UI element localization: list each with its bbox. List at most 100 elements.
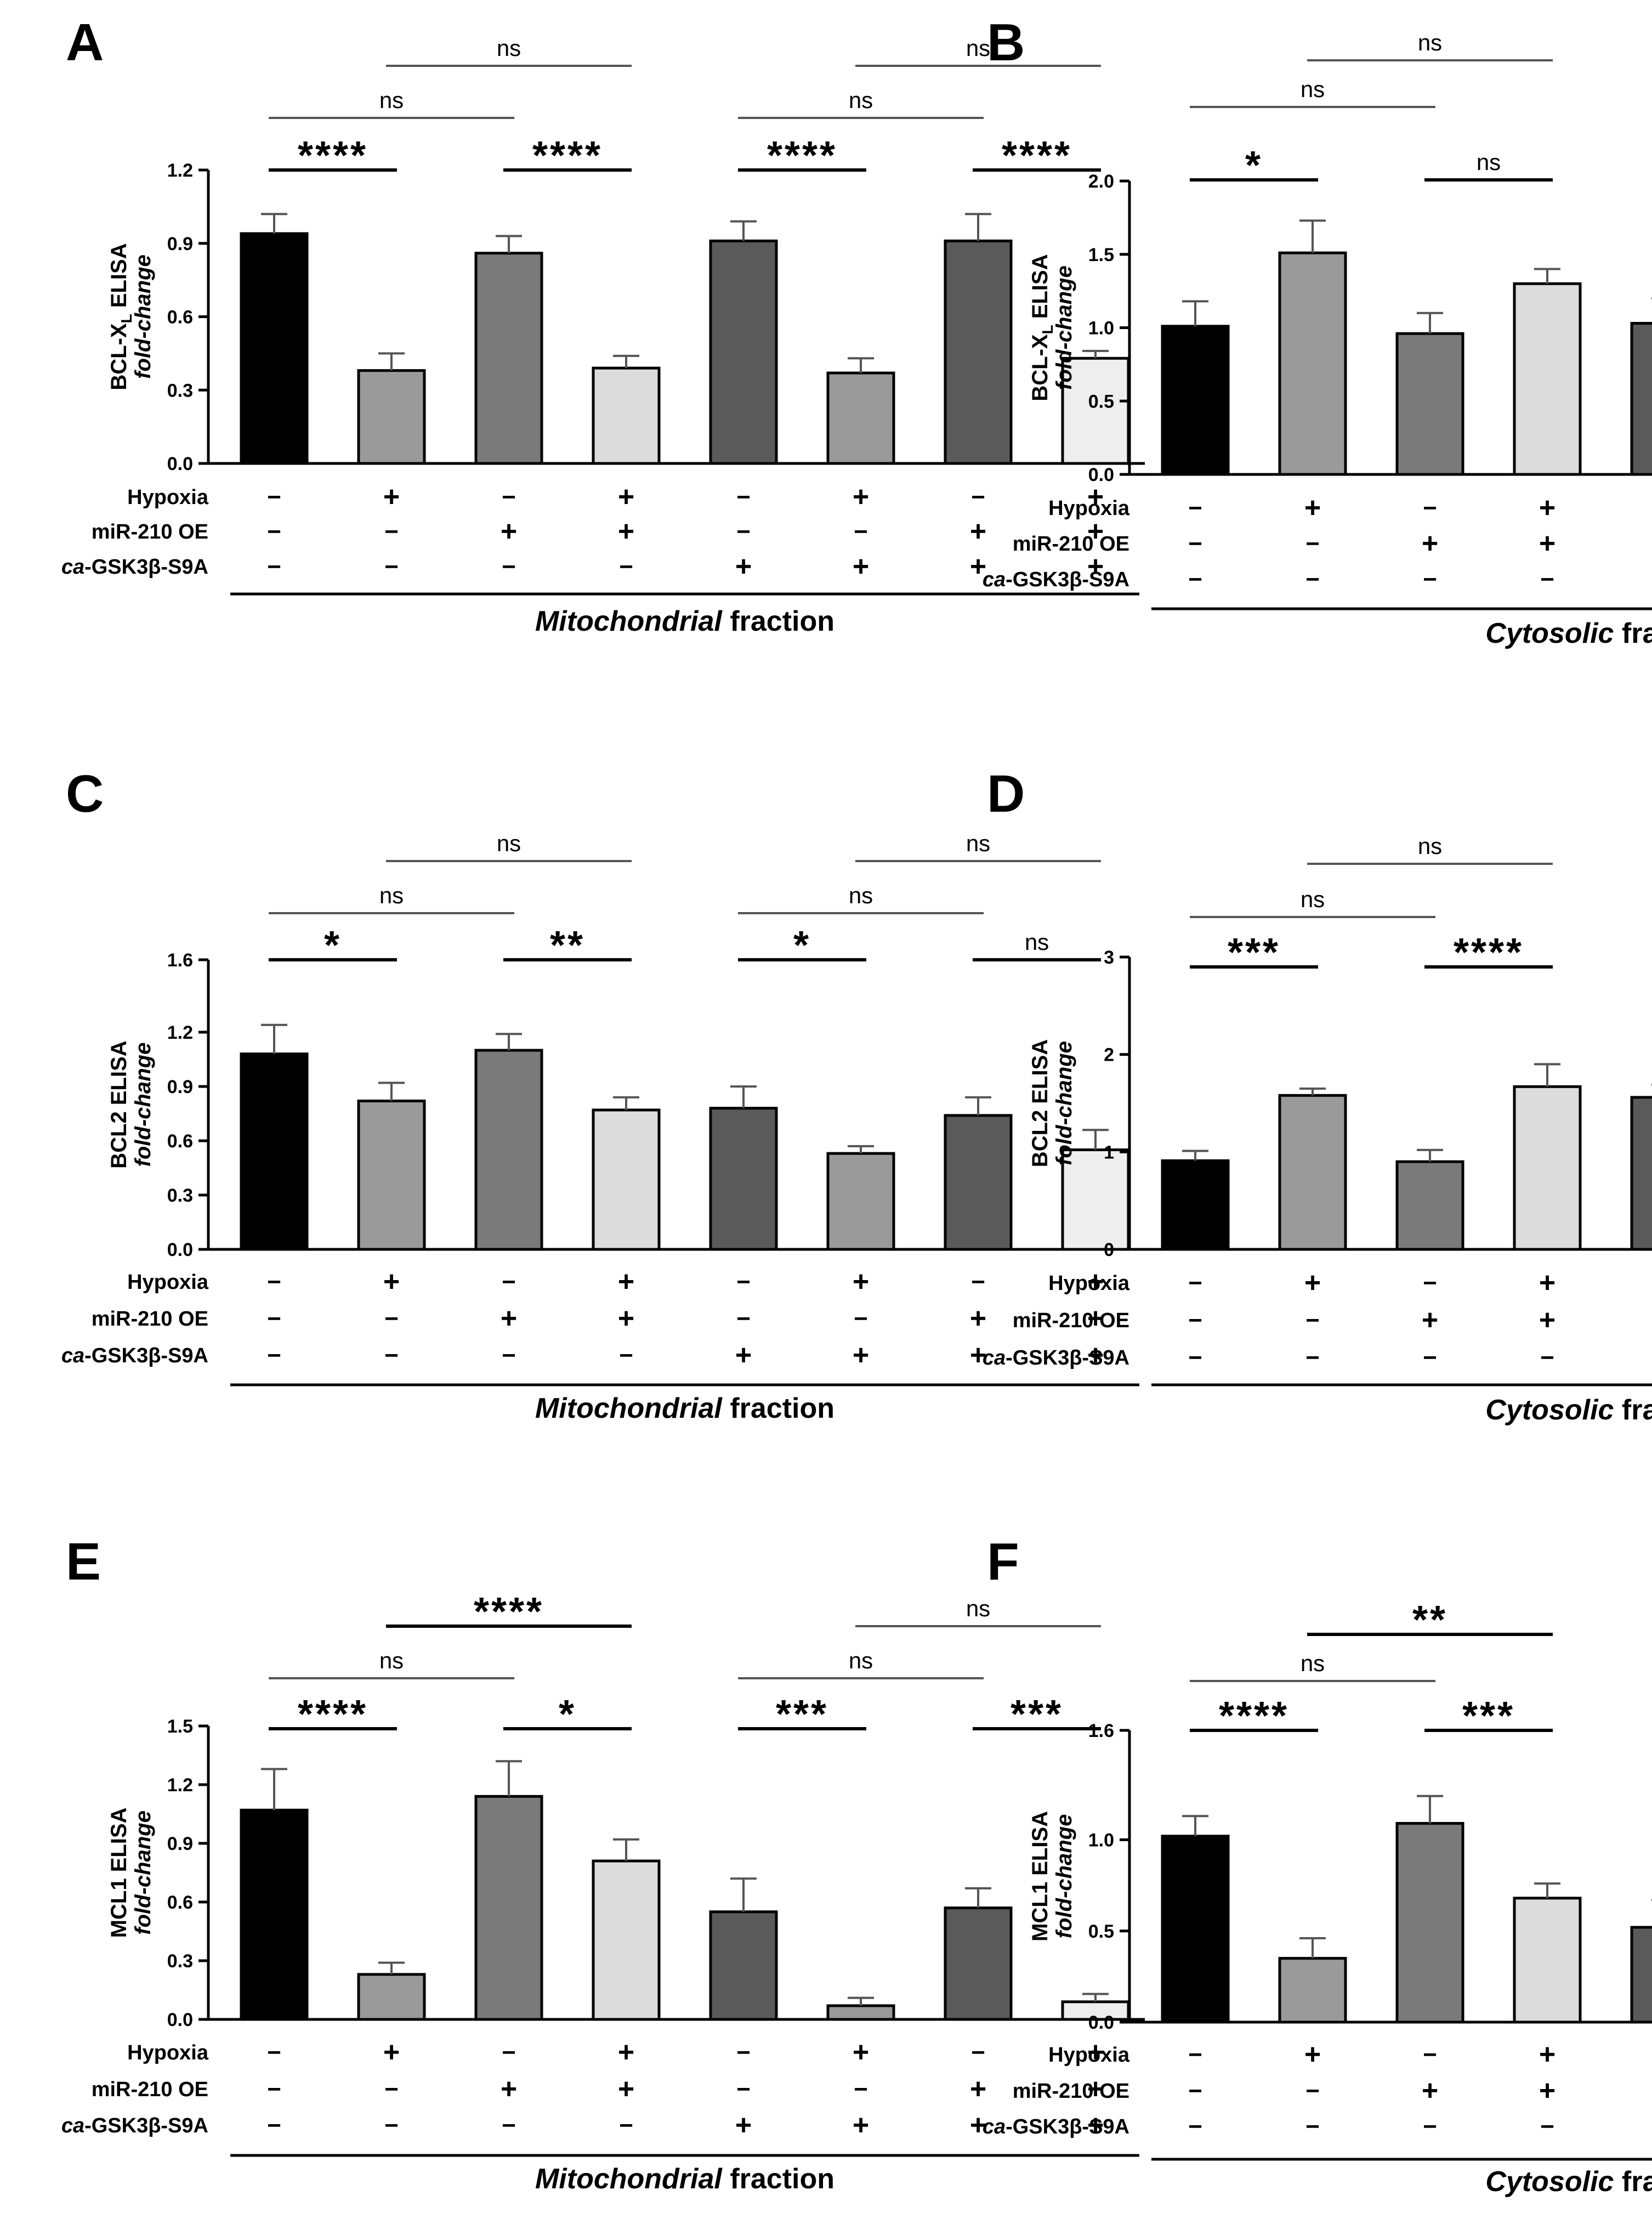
condition-sign: − [1423,2041,1437,2068]
condition-sign: − [1423,2113,1437,2140]
bar [1630,321,1652,476]
condition-sign: − [736,1269,751,1295]
bar [1513,282,1582,476]
condition-sign: − [1305,2078,1320,2104]
condition-sign: − [854,2076,868,2103]
significance-label: ns [849,882,873,908]
y-label-tail: ELISA [1028,254,1052,325]
bar [1278,1094,1347,1251]
fraction-plain: fraction [730,605,834,637]
significance-label: ns [1418,30,1442,55]
condition-sign: + [1539,492,1556,524]
condition-sign: − [384,2076,399,2103]
bar [474,1049,543,1251]
significance-label: * [559,1693,576,1736]
condition-sign: + [1539,528,1556,559]
ca-prefix: ca [983,1346,1006,1369]
bar [709,1107,778,1251]
bar [944,239,1013,465]
significance-label: ns [849,87,873,113]
condition-sign: − [1188,495,1202,522]
condition-sign: − [736,518,751,545]
gsk-suffix: -GSK3β-S9A [1006,1346,1129,1369]
y-label-main: MCL1 ELISA [1028,1811,1052,1942]
significance-label: **** [298,134,368,178]
y-tick-label: 0.0 [1088,465,1114,485]
condition-row-label: Hypoxia [1048,2044,1130,2067]
y-tick-label: 1.6 [1088,1720,1114,1741]
condition-sign: + [853,1339,869,1371]
bar [826,2004,895,2021]
fraction-space [722,605,730,637]
y-tick-label: 0.6 [167,1131,193,1152]
y-tick-label: 0.0 [167,2010,193,2030]
significance-label: ns [379,882,404,908]
y-tick-label: 2.0 [1088,171,1114,192]
y-tick-label: 1.2 [167,1022,193,1043]
y-tick-label: 0.3 [167,1951,193,1972]
fraction-plain: fraction [1622,2166,1652,2198]
y-tick-label: 1 [1104,1142,1114,1163]
ca-prefix: ca [61,556,84,579]
bar [1513,1085,1582,1251]
y-tick-label: 1.0 [1088,318,1114,339]
y-axis-label: BCL2 ELISA [107,1040,131,1168]
condition-row-label: ca-GSK3β-S9A [61,556,208,579]
y-tick-label: 0.9 [167,1077,193,1097]
condition-row-label: Hypoxia [127,2041,209,2064]
y-tick-label: 0.9 [167,234,193,254]
condition-sign: + [1087,2073,1104,2105]
condition-sign: − [1188,2113,1202,2140]
y-tick-label: 1.5 [167,1716,193,1737]
fraction-plain: fraction [1622,1394,1652,1426]
significance-label: * [793,924,811,967]
fraction-space [722,1393,730,1424]
bar [709,239,778,465]
condition-sign: + [970,1303,986,1334]
condition-sign: + [735,1339,752,1371]
fraction-label: Cytosolic fraction [1485,1394,1652,1426]
condition-sign: − [1188,2041,1202,2068]
condition-row-label: miR-210 OE [1013,2080,1129,2103]
significance-label: **** [767,134,837,178]
condition-sign: − [384,518,399,545]
panel-b: B 0.0 0.5 1.0 1.5 2.0 BCL-XL ELISA fold-change *… [983,13,1652,649]
significance-label: * [324,924,342,967]
condition-sign: + [970,516,986,547]
condition-sign: + [970,1339,986,1371]
condition-sign: + [1087,2036,1104,2068]
bar [240,1808,309,2021]
condition-sign: + [853,1266,869,1298]
gsk-suffix: -GSK3β-S9A [84,2114,208,2137]
bar [944,1906,1013,2021]
y-label-main: BCL2 ELISA [107,1040,131,1168]
condition-sign: − [502,2039,516,2066]
fraction-space [1614,1394,1621,1426]
condition-sign: − [1423,1270,1437,1297]
bar [709,1910,778,2021]
significance-label: ns [1025,929,1049,955]
significance-label: ns [1301,1650,1325,1676]
significance-label: ns [1301,76,1325,102]
y-axis-sublabel: fold-change [131,1810,155,1935]
bar [1513,1897,1582,2024]
condition-sign: − [736,2076,751,2103]
condition-row-label: ca-GSK3β-S9A [983,2115,1129,2138]
fraction-italic: Mitochondrial [535,605,723,637]
significance-label: ns [379,87,404,113]
condition-sign: + [1087,1266,1104,1298]
condition-sign: − [267,2112,281,2139]
condition-sign: + [618,1303,634,1334]
significance-label: *** [776,1693,828,1736]
fraction-label: Cytosolic fraction [1485,2166,1652,2198]
significance-label: **** [298,1693,368,1736]
condition-sign: − [971,1269,985,1295]
fraction-italic: Mitochondrial [535,2163,723,2195]
condition-sign: − [1188,566,1202,593]
significance-label: **** [1454,931,1524,975]
y-axis-sublabel: fold-change [1052,1814,1076,1939]
condition-sign: − [1188,1307,1202,1334]
condition-sign: + [1087,1339,1104,1371]
fraction-label: Mitochondrial fraction [535,1393,834,1424]
